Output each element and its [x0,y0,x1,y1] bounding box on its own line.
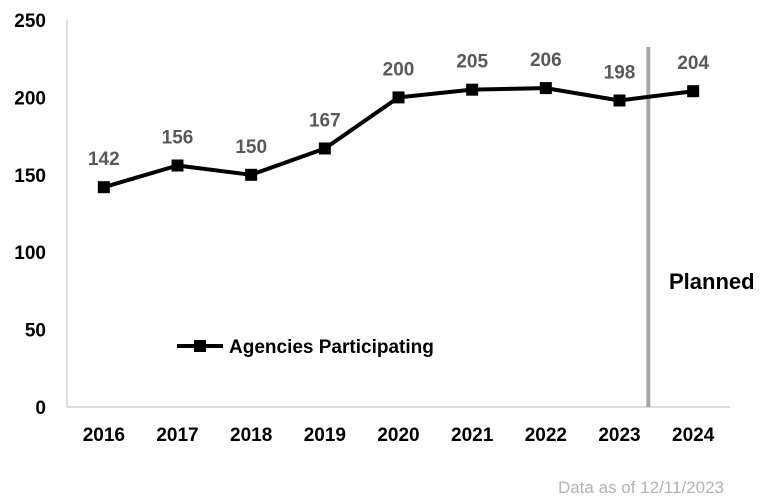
y-tick-label: 150 [14,166,46,187]
data-label: 167 [309,110,341,131]
data-label: 200 [383,59,415,80]
axes [66,20,730,408]
x-tick-label: 2022 [525,425,567,446]
y-tick-label: 0 [35,398,46,419]
x-tick-label: 2021 [451,425,494,446]
y-tick-label: 100 [14,243,46,264]
data-label: 204 [677,53,709,74]
data-label: 156 [162,128,194,149]
data-point-marker [687,85,700,98]
data-label: 206 [530,50,562,71]
data-label: 198 [604,62,636,83]
data-point-marker [539,82,552,95]
data-as-of-note: Data as of 12/11/2023 [557,478,724,497]
x-tick-label: 2023 [598,425,640,446]
data-label: 142 [88,149,120,170]
legend-marker [194,340,206,352]
y-tick-label: 250 [14,11,46,32]
x-tick-label: 2020 [377,425,419,446]
x-tick-label: 2018 [230,425,272,446]
data-point-marker [97,181,110,194]
legend-label: Agencies Participating [229,337,434,358]
x-tick-label: 2019 [304,425,346,446]
data-point-marker [466,83,479,96]
y-tick-label: 200 [14,88,46,109]
legend: Agencies Participating [177,337,434,358]
x-tick-label: 2017 [156,425,198,446]
data-point-marker [613,94,626,107]
data-label: 205 [456,52,488,73]
x-tick-label: 2016 [83,425,125,446]
data-point-marker [245,168,258,181]
y-tick-label: 50 [25,321,46,342]
planned-label: Planned [669,269,755,294]
x-axis-ticks: 2016 2017 2018 2019 2020 2021 2022 2023 2024 [83,425,715,446]
data-label: 150 [235,137,267,158]
data-point-marker [318,142,331,155]
data-point-marker [392,91,405,104]
x-tick-label: 2024 [672,425,715,446]
data-labels: 142 156 150 167 200 205 206 198 204 [88,50,709,170]
y-axis-ticks: 0 50 100 150 200 250 [14,11,46,419]
data-point-marker [171,159,184,172]
planned-divider: Planned [646,47,755,407]
series-agencies-participating [97,82,700,194]
